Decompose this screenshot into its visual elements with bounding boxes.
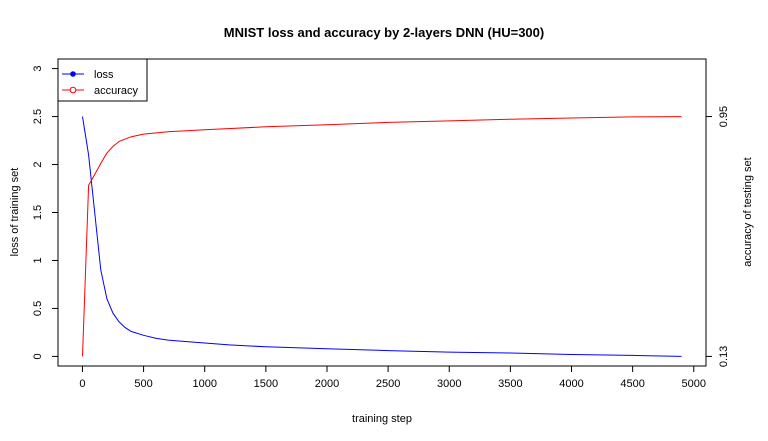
x-axis-title: training step <box>352 413 412 425</box>
legend-loss-label: loss <box>94 69 114 81</box>
x-tick-label: 5000 <box>682 378 706 390</box>
y-axis-right-title: accuracy of testing set <box>742 157 754 266</box>
legend-accuracy-label: accuracy <box>94 85 139 97</box>
y-left-tick-label: 2 <box>32 161 44 167</box>
x-tick-label: 2000 <box>315 378 339 390</box>
y-axis-left-title: loss of training set <box>9 168 21 257</box>
y-right-tick-label: 0.95 <box>718 106 730 127</box>
y-axis-left: 0 0.5 1 1.5 2 2.5 3 <box>32 66 58 359</box>
plot-frame <box>57 58 707 367</box>
x-tick-label: 3500 <box>498 378 522 390</box>
x-axis: 0 500 1000 1500 2000 2500 3000 3500 4000 4500 5000 <box>79 366 706 390</box>
series-accuracy-line <box>82 116 682 357</box>
legend: loss accuracy <box>57 58 148 102</box>
y-left-tick-label: 0.5 <box>32 301 44 316</box>
x-tick-label: 500 <box>134 378 152 390</box>
x-tick-label: 2500 <box>376 378 400 390</box>
x-tick-label: 3000 <box>437 378 461 390</box>
legend-box <box>57 58 148 102</box>
y-axis-right: 0.13 0.95 <box>706 106 730 367</box>
y-left-tick-label: 1.5 <box>32 205 44 220</box>
y-left-tick-label: 1 <box>32 257 44 263</box>
x-tick-label: 4000 <box>559 378 583 390</box>
y-left-tick-label: 2.5 <box>32 109 44 124</box>
x-tick-label: 1500 <box>254 378 278 390</box>
legend-accuracy-marker <box>69 86 77 94</box>
y-left-tick-label: 0 <box>32 353 44 359</box>
y-left-tick-label: 3 <box>32 66 44 72</box>
x-tick-label: 4500 <box>620 378 644 390</box>
series-layer <box>82 116 682 357</box>
x-tick-label: 0 <box>79 378 85 390</box>
series-loss-line <box>82 116 682 357</box>
y-right-tick-label: 0.13 <box>718 346 730 367</box>
chart-title: MNIST loss and accuracy by 2-layers DNN … <box>224 25 544 40</box>
x-tick-label: 1000 <box>192 378 216 390</box>
legend-loss-marker <box>70 71 76 77</box>
